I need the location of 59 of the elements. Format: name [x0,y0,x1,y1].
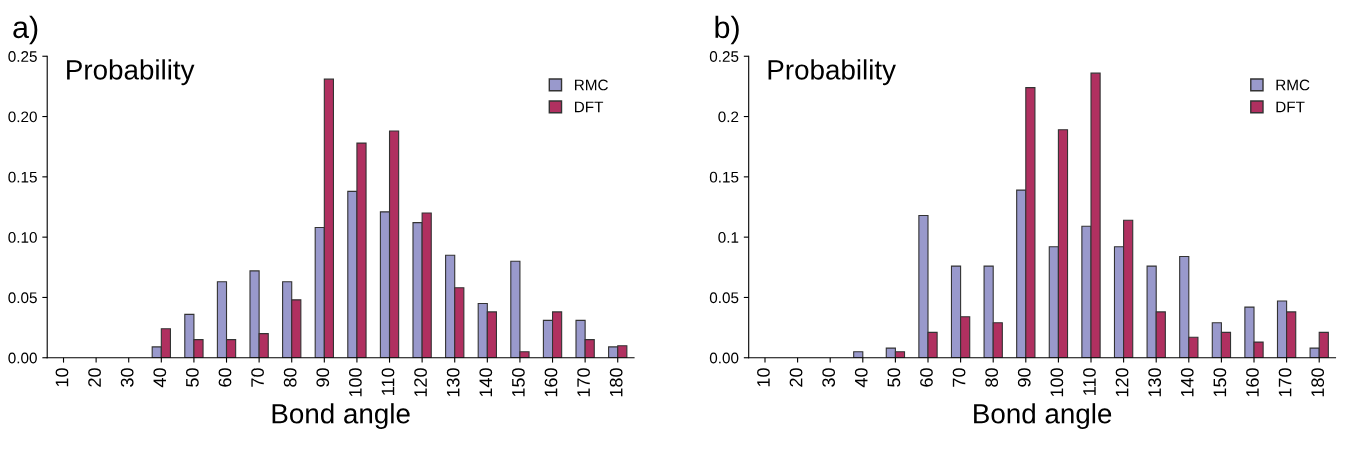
x-tick-label: 120 [1115,368,1129,397]
x-tick-label: 50 [185,368,199,387]
x-tick-label: 30 [822,368,836,387]
y-axis-title: Probability [67,59,195,86]
x-tick-label: 180 [609,368,623,397]
x-tick-label: 60 [218,368,232,387]
x-tick-label: 100 [1050,368,1064,397]
chart-title: a) [13,15,38,45]
x-tick-label: 100 [348,368,362,397]
x-tick-label: 90 [1017,368,1031,387]
x-tick-label: 170 [1278,368,1292,397]
x-tick-label: 150 [1213,368,1227,397]
x-tick-label: 120 [414,368,427,397]
x-tick-label: 160 [1246,368,1259,397]
x-axis-title: Bond angle [974,403,1112,430]
y-tick-label: 0.25 [8,51,37,62]
x-tick-label: 50 [887,368,901,387]
y-tick-label: 0.05 [709,292,739,304]
legend-label: DFT [1276,101,1305,113]
x-tick-label: 110 [381,368,395,395]
x-tick-label: 140 [479,368,493,397]
chart-title: b) [715,15,739,45]
y-tick-label: 0.10 [8,232,37,243]
x-tick-label: 20 [789,368,803,387]
x-tick-label: 80 [283,368,297,387]
y-tick-label: 0.15 [709,171,739,183]
x-tick-label: 60 [920,368,933,387]
x-tick-label: 110 [1083,368,1096,395]
y-tick-label: 0.2 [718,111,739,123]
y-tick-label: 0.05 [8,292,37,304]
x-tick-label: 70 [952,368,966,387]
x-tick-label: 70 [251,368,264,387]
x-tick-label: 80 [985,368,999,387]
x-tick-label: 10 [55,368,69,387]
y-tick-label: 0.1 [718,232,739,243]
legend-label: DFT [575,101,604,113]
x-tick-label: 130 [1148,368,1162,397]
x-tick-label: 90 [316,368,330,387]
x-tick-label: 150 [511,368,525,397]
y-tick-label: 0.00 [709,352,739,364]
y-axis-title: Probability [768,59,896,86]
x-tick-label: 160 [544,368,558,397]
x-tick-label: 180 [1311,368,1325,397]
x-tick-label: 140 [1180,368,1194,397]
x-tick-label: 40 [854,368,868,388]
y-tick-label: 0.15 [8,171,37,183]
legend-label: RMC [575,79,608,91]
x-axis-title: Bond angle [272,403,410,430]
x-tick-label: 10 [757,368,770,387]
legend-label: RMC [1276,79,1310,91]
x-tick-label: 20 [88,368,101,387]
x-tick-label: 170 [577,368,590,397]
x-tick-label: 30 [120,368,134,387]
y-tick-label: 0.25 [709,51,739,62]
y-tick-label: 0.00 [8,352,37,364]
y-tick-label: 0.20 [8,111,37,123]
x-tick-label: 130 [446,368,460,397]
bar [853,351,864,358]
x-tick-label: 40 [153,368,167,388]
